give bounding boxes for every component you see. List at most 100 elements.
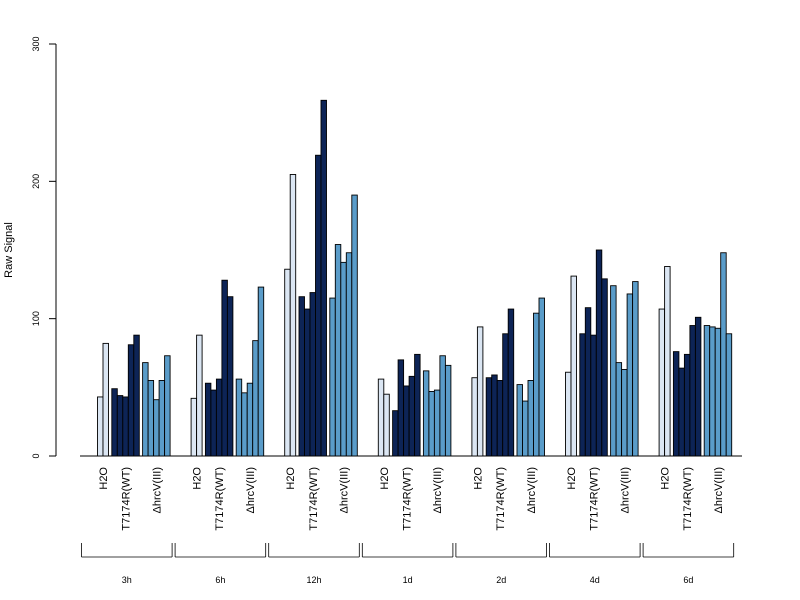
bar xyxy=(703,325,711,457)
bar xyxy=(621,369,628,457)
treatment-label: T7174R(WT) xyxy=(495,467,507,531)
bar xyxy=(672,351,680,457)
time-label: 3h xyxy=(122,575,132,585)
bar xyxy=(284,268,291,457)
bar xyxy=(471,377,478,457)
bar xyxy=(377,378,385,457)
treatment-label: H2O xyxy=(98,467,110,490)
bar xyxy=(164,355,171,457)
y-tick-label: 100 xyxy=(31,311,41,326)
bar xyxy=(502,333,509,457)
bar xyxy=(527,380,534,457)
bar xyxy=(340,261,347,457)
bar xyxy=(408,375,416,457)
bar xyxy=(579,333,586,457)
bar xyxy=(725,333,733,457)
treatment-label: T7174R(WT) xyxy=(401,467,413,531)
bar xyxy=(383,393,390,457)
bar xyxy=(252,340,259,457)
bar xyxy=(246,382,254,457)
treatment-label: T7174R(WT) xyxy=(589,467,601,531)
bar xyxy=(414,353,421,457)
bar xyxy=(298,296,305,457)
bar xyxy=(538,297,545,457)
bar xyxy=(444,364,452,457)
bar xyxy=(570,275,577,457)
bar xyxy=(428,391,435,457)
bar xyxy=(522,400,529,457)
bar xyxy=(658,308,666,457)
bar xyxy=(610,285,617,457)
bar xyxy=(304,308,311,457)
bar xyxy=(142,362,149,457)
bar xyxy=(351,194,358,457)
time-label: 1d xyxy=(403,575,413,585)
bar xyxy=(485,377,493,457)
bar xyxy=(496,380,504,457)
bar xyxy=(289,174,297,457)
treatment-labels: H2O T7174R(WT) ΔhrcV(III) H2O T7174R(WT) Δhrc… xyxy=(98,467,725,531)
treatment-label: H2O xyxy=(566,467,578,490)
treatment-label: H2O xyxy=(379,467,391,490)
treatment-label: H2O xyxy=(660,467,672,490)
bar xyxy=(533,312,540,457)
bar xyxy=(320,99,327,457)
bar xyxy=(257,286,265,457)
bar xyxy=(397,359,405,457)
bar xyxy=(345,252,353,457)
bar xyxy=(632,281,639,457)
time-label: 4d xyxy=(590,575,600,585)
bar xyxy=(595,249,603,457)
bar xyxy=(309,292,316,457)
bar xyxy=(329,297,336,457)
y-tick-label: 0 xyxy=(31,453,41,458)
treatment-label: ΔhrcV(III) xyxy=(526,467,538,513)
bar xyxy=(158,380,166,457)
bars xyxy=(97,99,733,457)
treatment-label: H2O xyxy=(192,467,204,490)
bar xyxy=(601,278,608,457)
bar xyxy=(235,378,243,457)
bar xyxy=(334,244,342,457)
bar xyxy=(615,362,623,457)
bar xyxy=(590,334,597,457)
bar xyxy=(664,266,671,457)
time-label: 6d xyxy=(683,575,693,585)
treatment-label: T7174R(WT) xyxy=(308,467,320,531)
treatment-label: T7174R(WT) xyxy=(682,467,694,531)
bar xyxy=(507,308,515,457)
bar xyxy=(714,327,722,457)
bar xyxy=(694,316,702,457)
bar xyxy=(226,296,234,457)
bar xyxy=(683,353,691,457)
bar xyxy=(439,355,446,457)
treatment-label: T7174R(WT) xyxy=(214,467,226,531)
bar xyxy=(626,293,634,457)
time-brackets: 3h 6h 12h 1d 2d 4d 6d xyxy=(81,543,735,585)
bar xyxy=(678,367,685,457)
bar xyxy=(516,384,523,457)
bar xyxy=(315,154,322,457)
bar xyxy=(584,307,592,457)
bar xyxy=(196,334,203,457)
bar xyxy=(709,326,716,457)
treatment-label: ΔhrcV(III) xyxy=(245,467,257,513)
bar xyxy=(111,388,118,457)
bar xyxy=(433,389,441,457)
time-label: 6h xyxy=(215,575,225,585)
time-label: 2d xyxy=(496,575,506,585)
treatment-label: ΔhrcV(III) xyxy=(713,467,725,513)
bar xyxy=(422,370,430,457)
bar xyxy=(153,399,160,457)
treatment-label: ΔhrcV(III) xyxy=(151,467,163,513)
bar xyxy=(190,397,198,457)
bar xyxy=(122,396,129,457)
bar xyxy=(215,378,223,457)
treatment-label: H2O xyxy=(472,467,484,490)
bar xyxy=(102,342,109,457)
y-axis-label: Raw Signal xyxy=(3,222,15,278)
bar xyxy=(116,395,124,457)
bar xyxy=(476,326,484,457)
y-tick-label: 200 xyxy=(31,174,41,189)
